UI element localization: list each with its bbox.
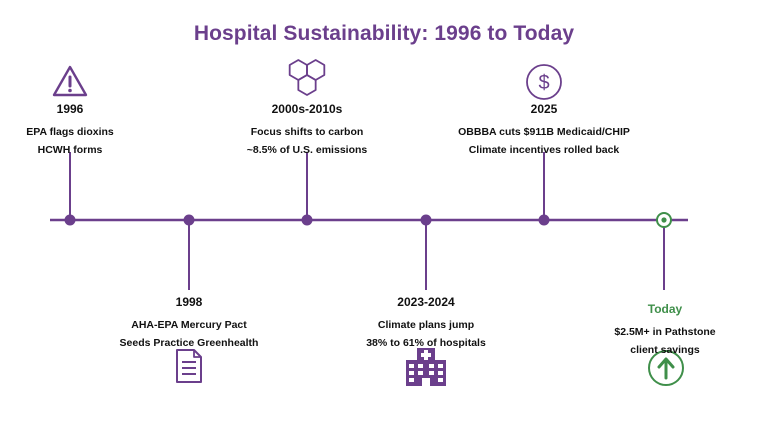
event-line: 38% to 61% of hospitals	[366, 337, 486, 349]
event-line: Climate incentives rolled back	[468, 144, 620, 156]
diagram-title: Hospital Sustainability: 1996 to Today	[193, 22, 575, 45]
event-year: 1998	[175, 295, 203, 309]
up-arrow-circle-icon	[648, 350, 684, 386]
event-line: HCWH forms	[37, 144, 103, 156]
event-line: AHA-EPA Mercury Pact	[131, 319, 247, 331]
hospital-building-icon	[406, 348, 446, 386]
timeline-point-1996	[64, 214, 76, 226]
event-2025: 2025 OBBBA cuts $911B Medicaid/CHIP Clim…	[444, 101, 644, 159]
event-year: 2025	[530, 102, 558, 116]
event-year: 2000s-2010s	[271, 102, 343, 116]
event-line: client savings	[630, 344, 700, 356]
event-line: $2.5M+ in Pathstone	[614, 326, 716, 338]
event-year: 2023-2024	[397, 295, 455, 309]
event-1996: 1996 EPA flags dioxins HCWH forms	[0, 101, 170, 159]
event-line: OBBBA cuts $911B Medicaid/CHIP	[458, 126, 630, 138]
event-1998: 1998 AHA-EPA Mercury Pact Seeds Practice…	[89, 294, 289, 352]
document-icon	[176, 349, 202, 383]
svg-text:$: $	[538, 72, 549, 94]
event-today: Today $2.5M+ in Pathstone client savings	[565, 301, 765, 359]
event-2000s-2010s: 2000s-2010s Focus shifts to carbon ~8.5%…	[207, 101, 407, 159]
event-line: EPA flags dioxins	[26, 126, 114, 138]
timeline-point-today	[656, 212, 672, 228]
timeline-point-1998	[183, 214, 195, 226]
event-2023-2024: 2023-2024 Climate plans jump 38% to 61% …	[326, 294, 526, 352]
event-line: Climate plans jump	[377, 319, 475, 331]
event-year: Today	[647, 302, 683, 316]
event-year: 1996	[56, 102, 84, 116]
timeline-point-2023	[420, 214, 432, 226]
warning-triangle-icon	[52, 65, 88, 97]
timeline-point-2025	[538, 214, 550, 226]
event-line: ~8.5% of U.S. emissions	[246, 144, 368, 156]
event-line: Seeds Practice Greenhealth	[119, 337, 259, 349]
timeline-point-2000s	[301, 214, 313, 226]
event-line: Focus shifts to carbon	[250, 126, 364, 138]
hexagon-molecule-icon	[288, 59, 326, 96]
dollar-circle-icon: $	[526, 64, 562, 100]
